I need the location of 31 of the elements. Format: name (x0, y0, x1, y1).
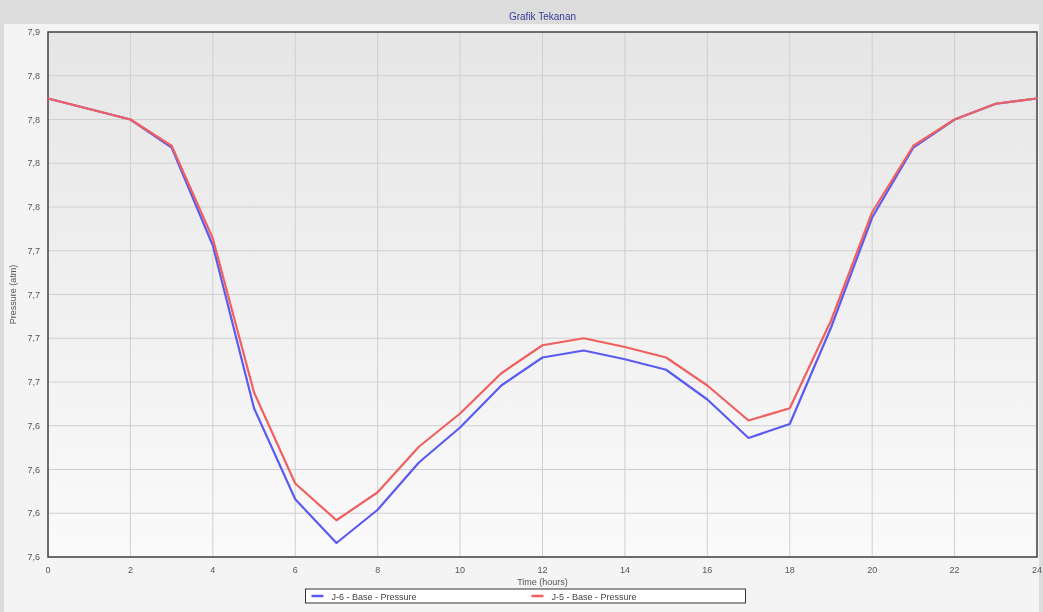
x-tick-label: 24 (1031, 565, 1043, 575)
legend-label: J-6 - Base - Pressure (331, 592, 417, 602)
x-tick-label: 12 (537, 565, 548, 575)
y-tick-label: 7,7 (27, 333, 40, 344)
x-tick-label: 10 (455, 565, 466, 575)
x-axis-title: Time (hours) (517, 577, 568, 587)
y-tick-label: 7,6 (27, 508, 40, 519)
x-tick-label: 0 (45, 565, 51, 575)
x-tick-label: 6 (292, 565, 298, 575)
y-tick-label: 7,6 (27, 420, 40, 431)
y-tick-label: 7,8 (27, 158, 40, 169)
x-tick-label: 2 (127, 565, 133, 575)
x-tick-label: 8 (375, 565, 381, 575)
legend-label: J-5 - Base - Pressure (551, 592, 637, 602)
y-axis-title: Pressure (atm) (8, 264, 18, 325)
x-tick-label: 18 (784, 565, 795, 575)
y-tick-label: 7,8 (27, 114, 40, 125)
x-tick-label: 20 (867, 565, 878, 575)
y-tick-label: 7,8 (27, 70, 40, 81)
chart-title: Grafik Tekanan (508, 11, 577, 22)
y-tick-label: 7,7 (27, 377, 40, 387)
x-tick-label: 4 (210, 565, 216, 575)
y-tick-label: 7,9 (27, 27, 40, 37)
y-tick-label: 7,6 (27, 552, 40, 562)
y-tick-label: 7,7 (27, 289, 40, 300)
x-tick-label: 14 (619, 565, 630, 575)
y-tick-label: 7,8 (27, 202, 40, 212)
x-tick-label: 16 (702, 565, 713, 575)
y-tick-label: 7,7 (27, 245, 40, 256)
x-tick-label: 22 (949, 565, 960, 575)
y-tick-label: 7,6 (27, 464, 40, 475)
